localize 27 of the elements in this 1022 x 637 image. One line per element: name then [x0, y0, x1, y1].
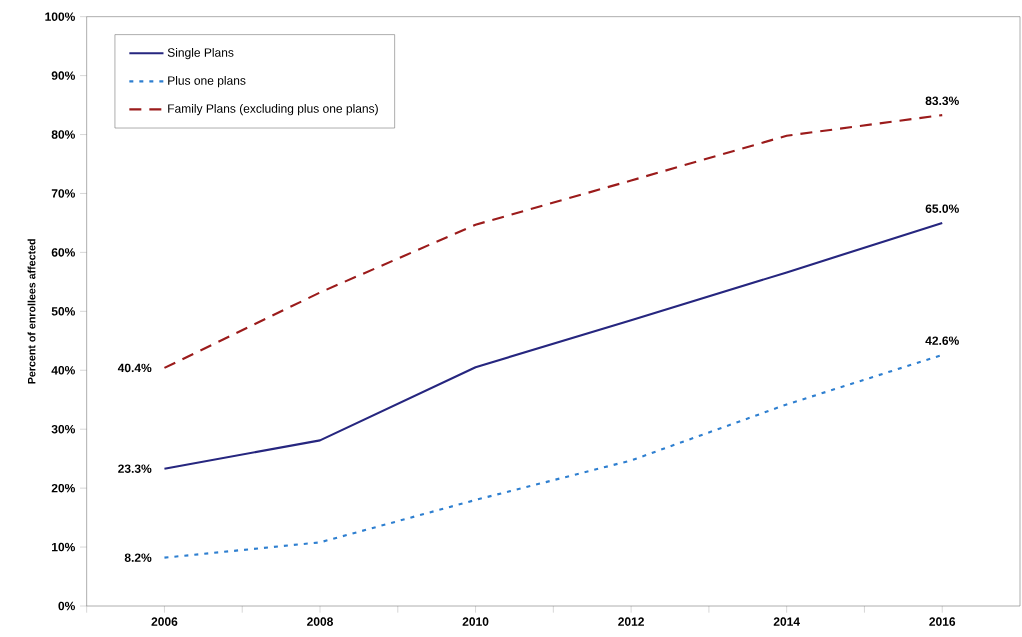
y-tick-label: 80%	[51, 130, 75, 139]
y-tick-label: 10%	[52, 542, 75, 552]
x-tick-label: 2006	[151, 617, 178, 626]
y-tick-label: 60%	[51, 248, 75, 257]
y-tick-label: 100%	[45, 12, 75, 21]
y-tick-label: 30%	[51, 424, 75, 434]
data-label: 83.3%	[925, 96, 959, 106]
legend-label: Family Plans (excluding plus one plans)	[168, 104, 378, 116]
data-label: 8.2%	[124, 553, 152, 562]
y-tick-label: 50%	[51, 307, 75, 316]
legend-label: Single Plans	[167, 47, 234, 60]
data-label: 23.3%	[118, 464, 152, 473]
legend-label: Plus one plans	[168, 75, 246, 88]
y-tick-label: 70%	[51, 189, 75, 198]
x-tick-label: 2014	[773, 617, 800, 626]
y-tick-label: 20%	[51, 483, 75, 493]
data-label: 65.0%	[925, 204, 959, 213]
x-tick-label: 2012	[618, 617, 644, 626]
data-label: 42.6%	[925, 336, 959, 345]
data-label: 40.4%	[117, 363, 152, 373]
y-tick-label: 90%	[51, 71, 75, 80]
x-tick-label: 2008	[307, 617, 333, 626]
x-tick-label: 2016	[929, 617, 956, 626]
y-axis-title: Percent of enrollees affected	[27, 239, 36, 384]
y-tick-label: 40%	[51, 366, 75, 375]
x-tick-label: 2010	[462, 617, 489, 626]
y-tick-label: 0%	[58, 601, 75, 611]
